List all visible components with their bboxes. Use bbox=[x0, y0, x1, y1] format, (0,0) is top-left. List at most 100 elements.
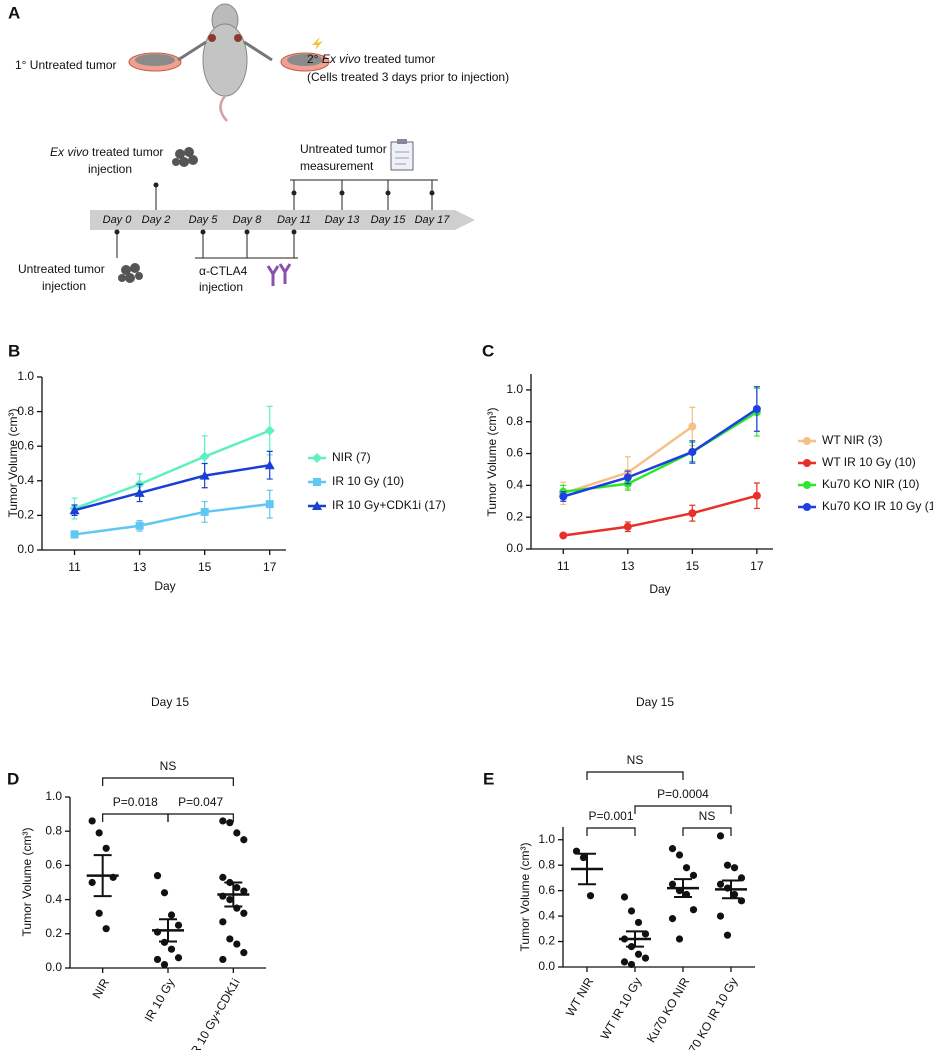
point bbox=[264, 425, 275, 436]
pin-dot bbox=[429, 190, 435, 196]
point bbox=[240, 836, 248, 844]
x-tick-label: 13 bbox=[133, 560, 147, 574]
legend-label: WT IR 10 Gy (10) bbox=[822, 455, 916, 469]
point bbox=[199, 470, 210, 480]
error-bar bbox=[224, 881, 243, 908]
legend-label: Ku70 KO NIR (10) bbox=[822, 477, 919, 491]
point bbox=[620, 958, 629, 966]
point bbox=[559, 492, 568, 501]
point bbox=[723, 931, 732, 939]
point bbox=[153, 955, 162, 964]
y-tick-label: 0.0 bbox=[17, 542, 34, 556]
point bbox=[730, 890, 739, 899]
point bbox=[102, 925, 110, 933]
x-axis-label: Day bbox=[649, 582, 670, 596]
y-axis-label: Tumor Volume (cm³) bbox=[20, 828, 34, 937]
point bbox=[641, 954, 650, 962]
chart-title: Day 15 bbox=[151, 695, 189, 709]
point bbox=[70, 530, 79, 539]
point bbox=[730, 864, 739, 872]
significance-bracket bbox=[586, 827, 636, 836]
pin-dot bbox=[291, 229, 297, 235]
injection-site bbox=[208, 34, 216, 42]
y-tick-label: 0.6 bbox=[538, 883, 555, 897]
significance-bracket bbox=[102, 813, 169, 822]
point bbox=[689, 906, 698, 914]
legend-label: Ku70 KO IR 10 Gy (10) bbox=[822, 499, 933, 513]
label: α-CTLA4 bbox=[199, 264, 248, 278]
point bbox=[135, 521, 144, 530]
series-line bbox=[562, 407, 758, 498]
significance-bracket bbox=[167, 813, 234, 822]
day-label: Day 13 bbox=[325, 214, 361, 226]
x-tick-label: 11 bbox=[68, 560, 81, 574]
point bbox=[675, 935, 684, 943]
legend-label: IR 10 Gy (10) bbox=[332, 474, 404, 488]
legend-marker bbox=[803, 459, 811, 467]
point bbox=[200, 507, 209, 516]
point bbox=[264, 460, 275, 470]
point bbox=[160, 889, 169, 897]
panel-label: E bbox=[483, 769, 494, 788]
x-tick-label: 11 bbox=[557, 559, 570, 573]
label: 1° Untreated tumor bbox=[15, 58, 117, 72]
y-tick-label: 1.0 bbox=[17, 369, 34, 383]
panel-label: B bbox=[8, 341, 20, 360]
point bbox=[240, 949, 248, 957]
y-tick-label: 0.0 bbox=[45, 960, 62, 974]
y-tick-label: 0.2 bbox=[538, 934, 555, 948]
significance-label: P=0.001 bbox=[588, 809, 633, 823]
point bbox=[226, 935, 234, 943]
y-tick-label: 0.8 bbox=[45, 823, 62, 837]
cell-cluster bbox=[118, 263, 143, 283]
label-part: treated tumor bbox=[92, 145, 163, 159]
point bbox=[233, 829, 241, 837]
day-label: Day 15 bbox=[371, 214, 407, 226]
y-tick-label: 0.0 bbox=[506, 541, 523, 555]
x-tick-label: WT NIR bbox=[563, 975, 597, 1019]
x-tick-label: 15 bbox=[198, 560, 212, 574]
point bbox=[586, 892, 595, 900]
x-tick-label: 17 bbox=[263, 560, 277, 574]
label: injection bbox=[42, 279, 86, 293]
point bbox=[174, 921, 183, 929]
significance-label: NS bbox=[699, 809, 716, 823]
legend-label: NIR (7) bbox=[332, 450, 371, 464]
y-tick-label: 0.2 bbox=[17, 508, 34, 522]
error-bar bbox=[93, 854, 112, 898]
significance-label: P=0.018 bbox=[113, 795, 158, 809]
point bbox=[88, 817, 96, 825]
y-tick-label: 0.4 bbox=[17, 473, 34, 487]
significance-bracket bbox=[102, 777, 234, 786]
point bbox=[634, 950, 643, 958]
point bbox=[716, 912, 725, 920]
y-tick-label: 0.6 bbox=[45, 858, 62, 872]
point bbox=[160, 960, 169, 969]
point bbox=[219, 955, 227, 964]
label: Untreated tumor bbox=[300, 142, 387, 156]
significance-label: P=0.047 bbox=[178, 795, 223, 809]
point bbox=[623, 522, 632, 531]
y-tick-label: 0.8 bbox=[17, 404, 34, 418]
series-line bbox=[563, 411, 758, 493]
significance-bracket bbox=[682, 827, 732, 836]
legend-marker bbox=[312, 453, 322, 463]
point bbox=[634, 918, 643, 927]
panel-label: D bbox=[7, 769, 19, 788]
panel-label: A bbox=[8, 3, 20, 22]
day-label: Day 8 bbox=[233, 214, 263, 226]
syringe bbox=[177, 40, 207, 62]
y-tick-label: 0.2 bbox=[45, 926, 62, 940]
label: Untreated tumor bbox=[18, 262, 105, 276]
y-tick-label: 0.6 bbox=[17, 438, 34, 452]
label: measurement bbox=[300, 159, 374, 173]
legend-label: WT NIR (3) bbox=[822, 433, 882, 447]
significance-bracket bbox=[634, 805, 732, 814]
label-part: 2° bbox=[307, 52, 319, 66]
point bbox=[688, 422, 697, 431]
point bbox=[623, 473, 632, 482]
tumor-cells bbox=[287, 54, 323, 66]
point bbox=[752, 491, 761, 500]
point bbox=[199, 451, 210, 462]
point bbox=[716, 880, 725, 888]
